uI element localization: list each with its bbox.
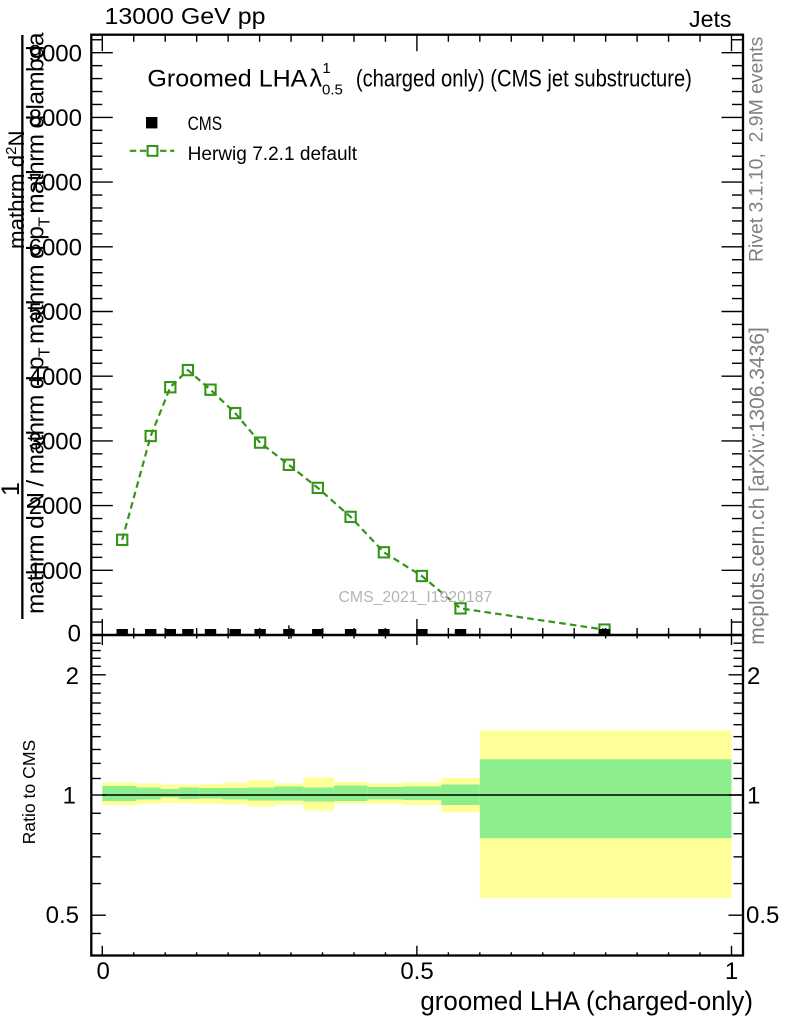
svg-text:0: 0: [68, 620, 81, 647]
svg-text:1: 1: [63, 783, 76, 810]
svg-text:2000: 2000: [29, 493, 82, 520]
svg-text:2: 2: [747, 663, 760, 690]
svg-text:Groomed LHA: Groomed LHA: [147, 65, 307, 92]
svg-text:0.5: 0.5: [746, 902, 779, 929]
svg-text:4000: 4000: [29, 364, 82, 391]
svg-text:mathrm d N / mathrm d pTmathrm: mathrm d N / mathrm d pTmathrm d pTmathr…: [23, 32, 54, 614]
svg-text:1: 1: [725, 958, 738, 985]
svg-text:0.5: 0.5: [46, 902, 79, 929]
svg-text:0.5: 0.5: [322, 82, 343, 99]
svg-text:λ: λ: [310, 64, 323, 92]
svg-text:7000: 7000: [29, 170, 82, 197]
svg-text:0: 0: [97, 958, 110, 985]
svg-text:6000: 6000: [29, 234, 82, 261]
svg-text:1000: 1000: [29, 558, 82, 585]
svg-text:groomed LHA (charged-only): groomed LHA (charged-only): [420, 986, 753, 1016]
svg-text:mathrm d2N: mathrm d2N: [3, 130, 29, 249]
svg-text:1: 1: [322, 60, 330, 77]
svg-text:8000: 8000: [29, 105, 82, 132]
svg-text:CMS_2021_I1920187: CMS_2021_I1920187: [339, 589, 493, 606]
svg-text:13000 GeV pp: 13000 GeV pp: [105, 3, 266, 29]
svg-text:2: 2: [66, 663, 79, 690]
svg-text:Herwig 7.2.1 default: Herwig 7.2.1 default: [188, 143, 358, 165]
svg-text:5000: 5000: [29, 299, 82, 326]
svg-text:CMS: CMS: [188, 113, 223, 135]
svg-text:Rivet 3.1.10, 2.9M events: Rivet 3.1.10, 2.9M events: [746, 37, 768, 262]
svg-text:mcplots.cern.ch [arXiv:1306.34: mcplots.cern.ch [arXiv:1306.3436]: [746, 327, 769, 645]
svg-text:3000: 3000: [29, 429, 82, 456]
svg-text:1: 1: [747, 783, 760, 810]
svg-text:1: 1: [0, 482, 25, 496]
svg-text:0.5: 0.5: [400, 958, 433, 985]
svg-text:9000: 9000: [29, 40, 82, 67]
svg-text:(charged only) (CMS jet substr: (charged only) (CMS jet substructure): [356, 66, 692, 93]
svg-text:Jets: Jets: [689, 6, 732, 32]
svg-text:Ratio to CMS: Ratio to CMS: [19, 740, 39, 845]
